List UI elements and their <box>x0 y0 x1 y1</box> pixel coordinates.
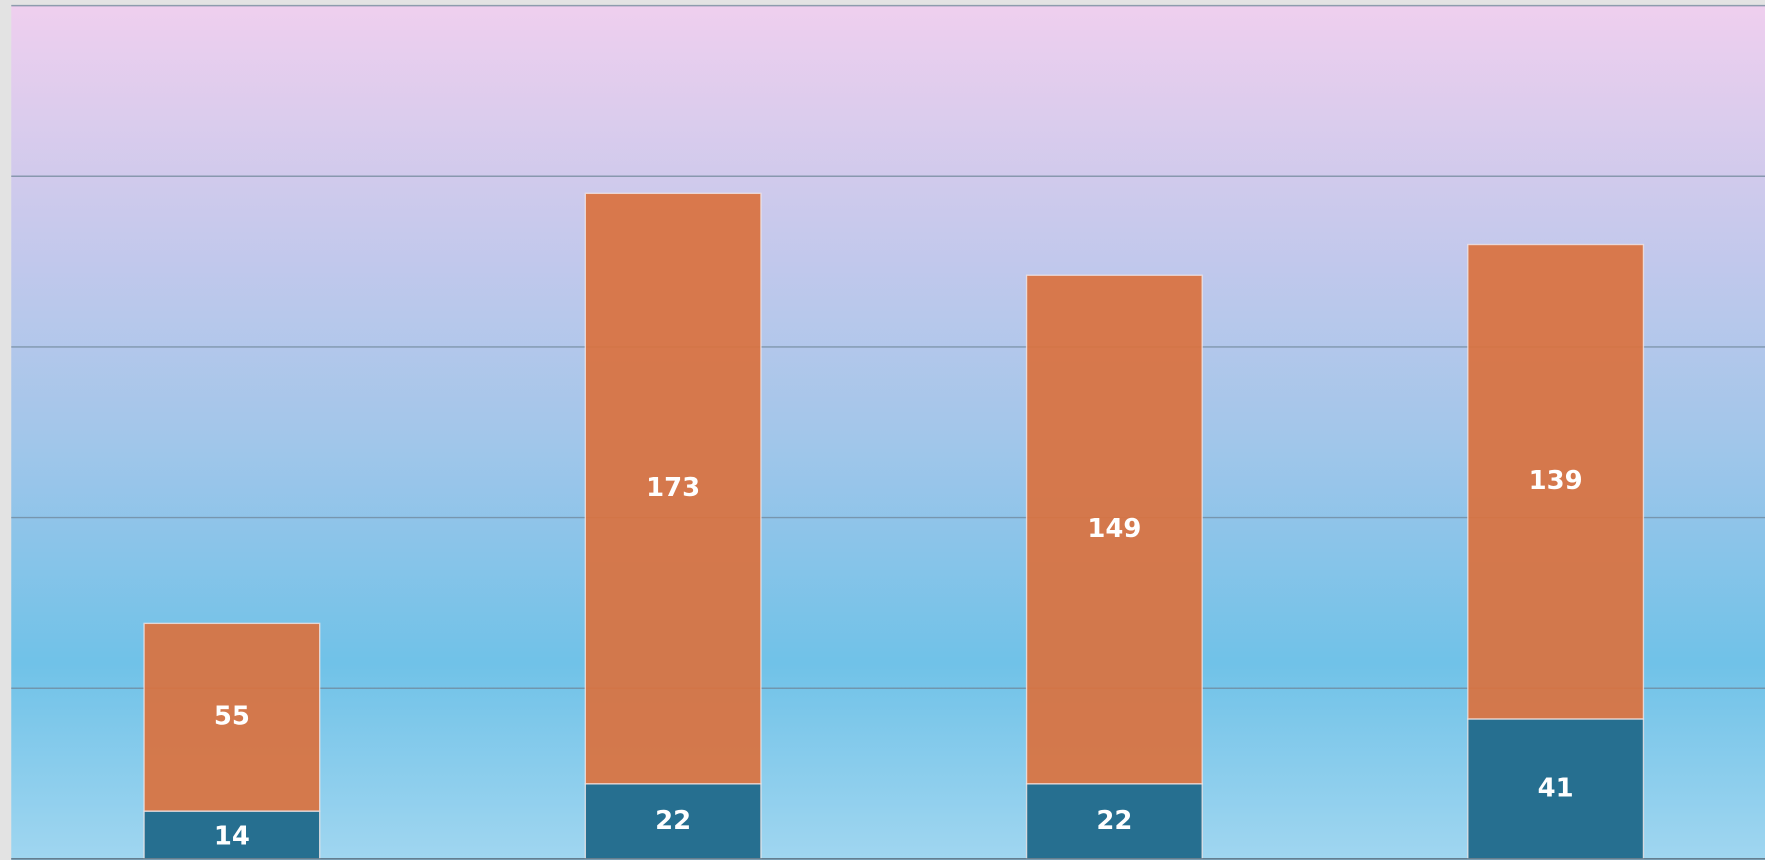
bar-segment <box>143 810 321 860</box>
data-label: 139 <box>1529 466 1583 496</box>
bar-segment <box>584 192 762 785</box>
data-label: 22 <box>1096 806 1132 836</box>
data-label: 173 <box>646 473 700 503</box>
data-label: 14 <box>214 822 250 852</box>
bar-segment <box>1467 718 1645 860</box>
bar-segment <box>1467 243 1645 720</box>
data-label: 41 <box>1538 773 1574 803</box>
data-label: 55 <box>214 702 250 732</box>
bar-segment <box>143 622 321 812</box>
data-label: 149 <box>1087 514 1141 544</box>
bar-segment <box>1025 274 1203 785</box>
data-label: 22 <box>655 806 691 836</box>
